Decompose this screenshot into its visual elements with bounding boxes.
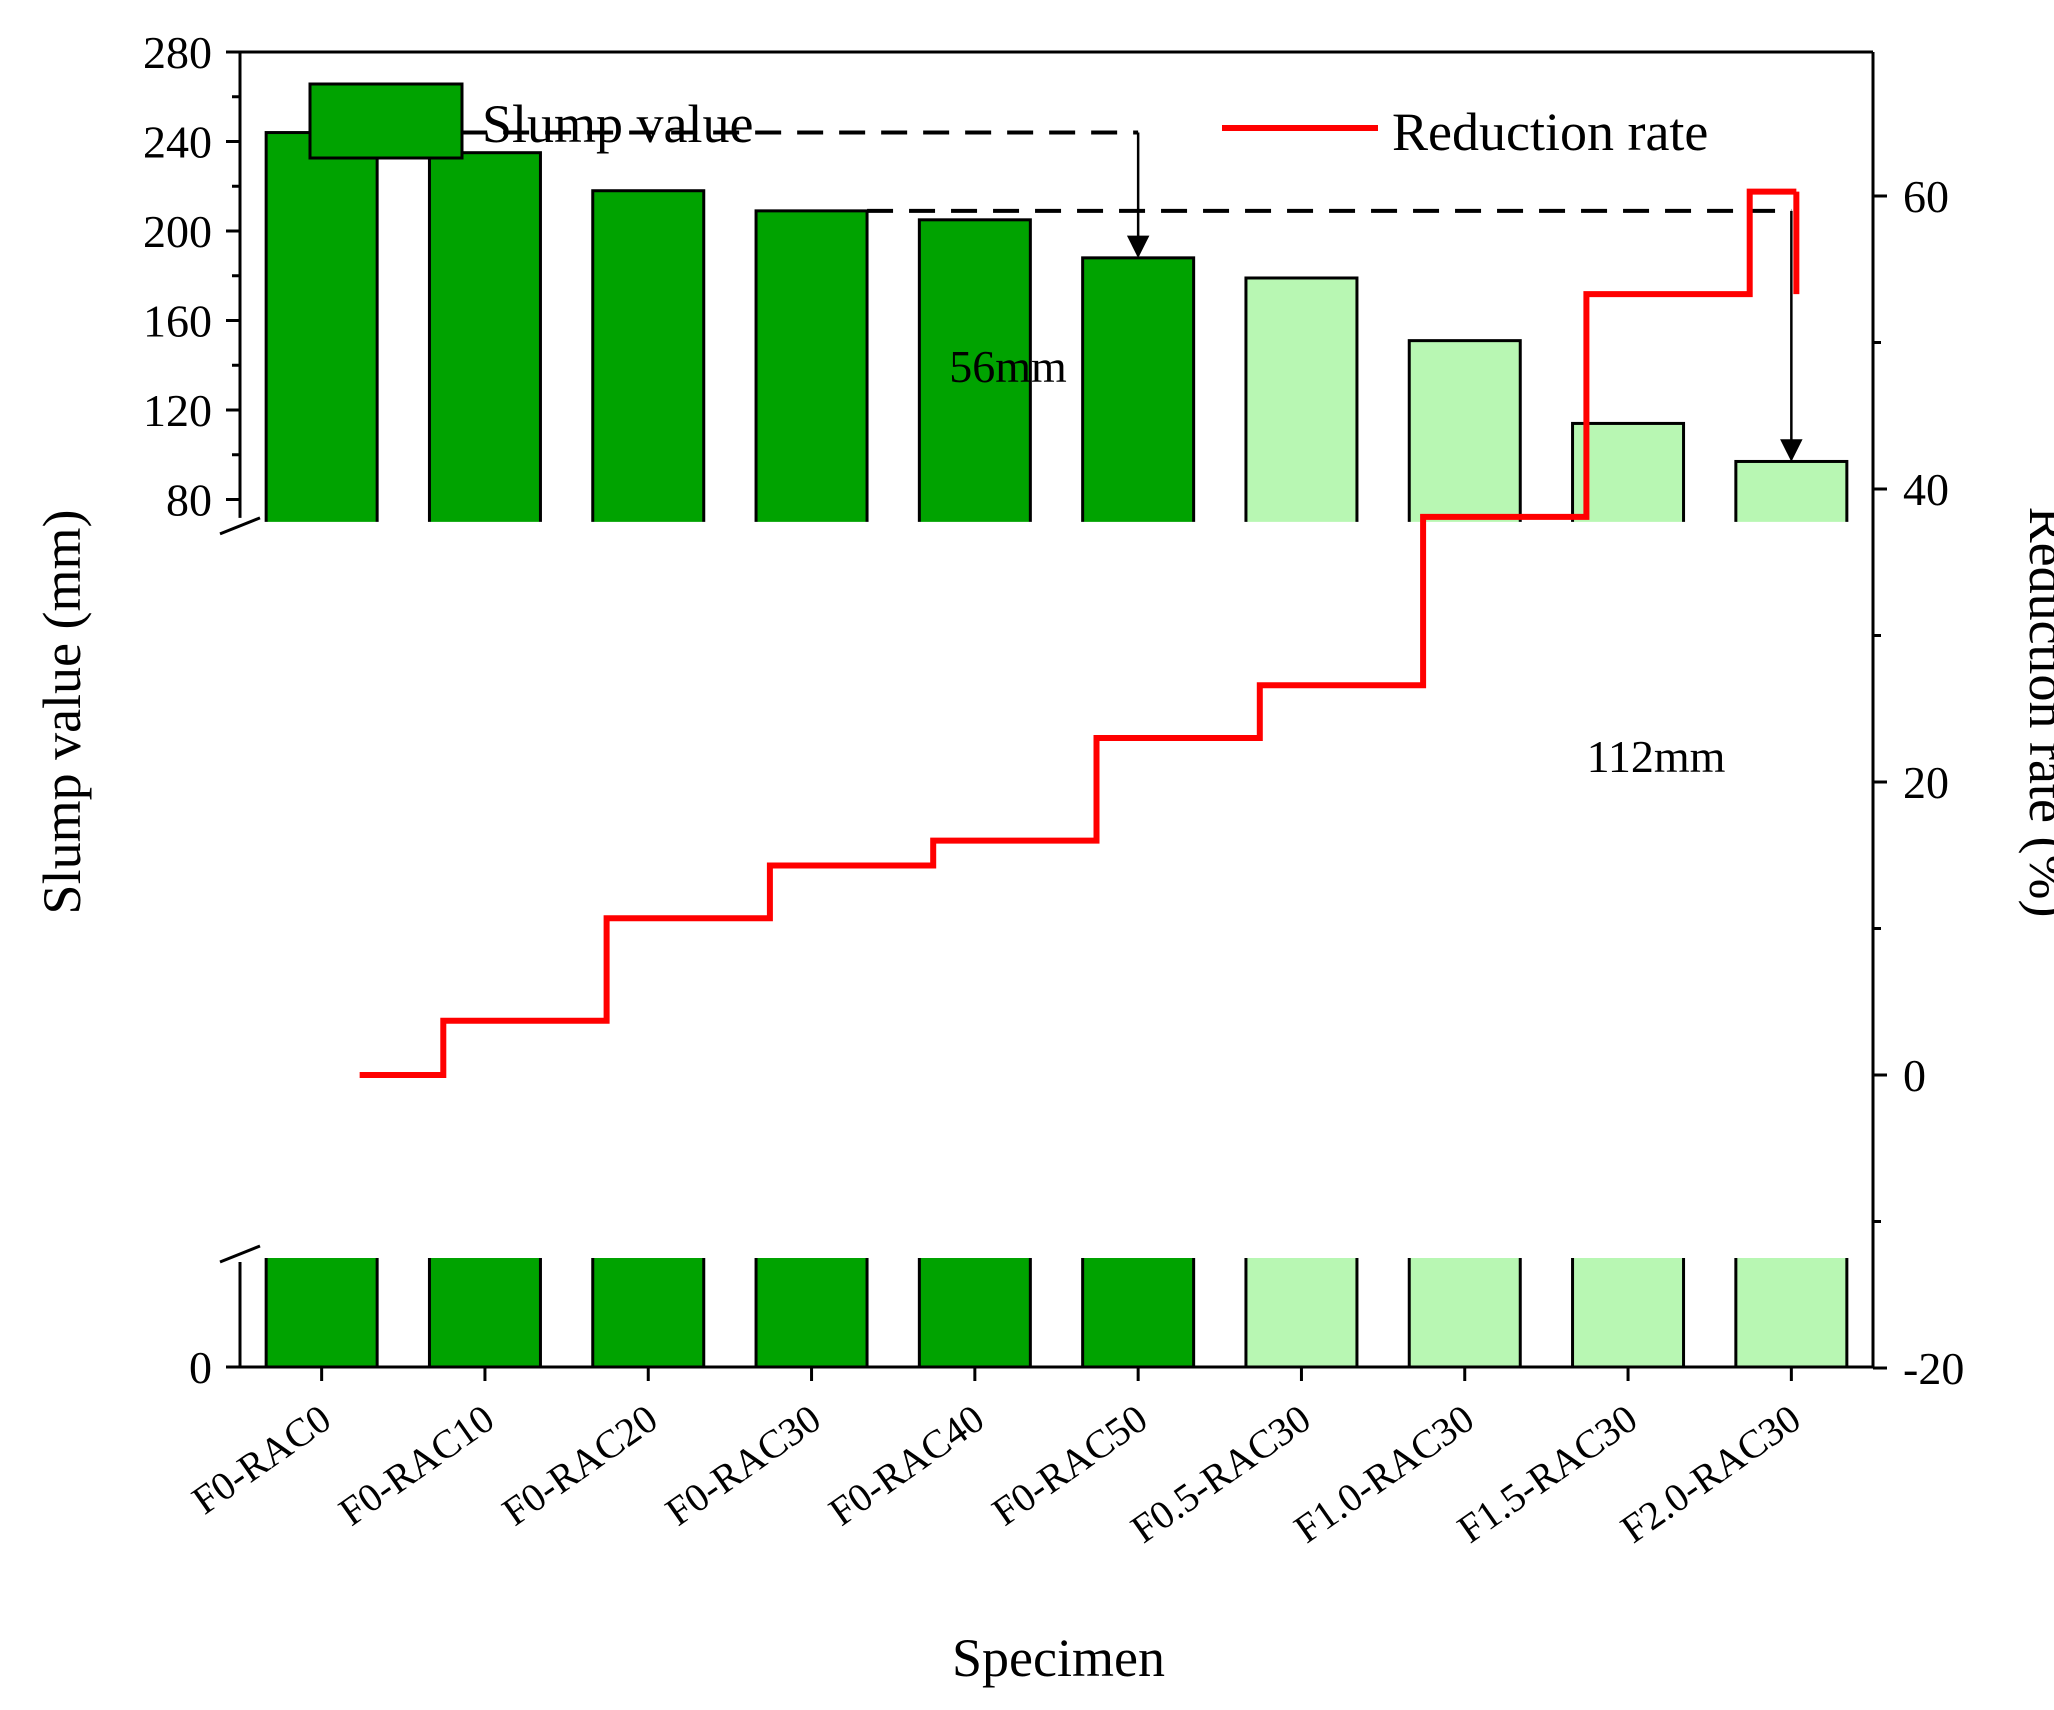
y-tick-label: 80 [166,475,212,526]
x-tick-label: F1.5-RAC30 [1449,1396,1645,1552]
y-tick-label: 120 [143,385,212,436]
y-tick-label: 240 [143,117,212,168]
x-tick-label: F0.5-RAC30 [1123,1396,1319,1552]
break-mark-1 [219,516,261,536]
x-tick-label: F2.0-RAC30 [1612,1396,1808,1552]
x-tick-label: F0-RAC40 [821,1396,992,1535]
y2-tick-label: 20 [1903,757,1949,808]
legend-rate-label: Reduction rate [1392,102,1708,162]
x-tick-label: F0-RAC20 [494,1396,665,1535]
annotation-112mm: 112mm [1587,731,1726,782]
y-tick-label: 200 [143,206,212,257]
reduction-rate-line [359,188,1797,1078]
annotation-56mm: 56mm [949,341,1067,392]
break-mark-2 [219,1244,261,1264]
x-axis-title: Specimen [952,1628,1165,1688]
x-tick-label: F0-RAC0 [184,1396,339,1523]
x-tick-label: F1.0-RAC30 [1286,1396,1482,1552]
y2-axis-title: Reduction rate (%) [2018,507,2054,918]
x-tick-label: F0-RAC30 [657,1396,828,1535]
y-tick-label: 160 [143,296,212,347]
y2-tick-label: 0 [1903,1050,1926,1101]
x-tick-label: F0-RAC10 [331,1396,502,1535]
y-tick-label: 0 [189,1342,212,1393]
legend-slump-swatch [308,82,464,160]
y2-tick-label: 40 [1903,464,1949,515]
legend-slump-label: Slump value [482,94,753,154]
y-tick-label: 280 [143,27,212,78]
y2-tick-label: 60 [1903,171,1949,222]
axis-break-band [242,521,1871,1258]
y2-tick-label: -20 [1903,1343,1964,1394]
y-axis-title: Slump value (mm) [32,510,92,915]
